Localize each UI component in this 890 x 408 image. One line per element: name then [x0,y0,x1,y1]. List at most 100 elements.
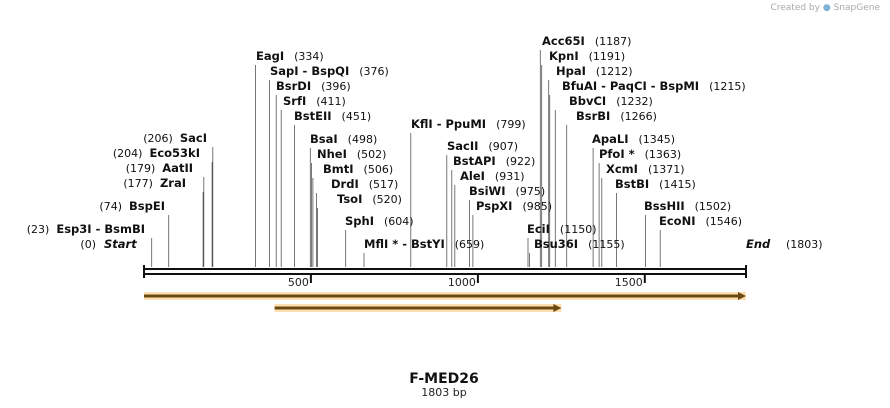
feature-long-line [144,294,740,298]
enzyme-tsoi: TsoI [337,192,362,206]
start-label: Start [104,237,137,251]
features [144,292,746,312]
enzyme-sphi: SphI [345,214,374,228]
enzyme-bsai: BsaI [310,132,338,146]
enzyme-mfli-bstyi-position: (659) [455,238,485,251]
enzyme-bsiwi: BsiWI [469,184,506,198]
enzyme-bsshii: BssHII [644,199,685,213]
backbone-bottom [143,273,747,275]
enzyme-kpni-position: (1191) [589,50,626,63]
enzyme-connectors [151,50,661,267]
enzyme-bfuai-paqci-bspmi: BfuAI - PaqCI - BspMI [562,79,699,93]
enzyme-econi-position: (1546) [705,215,742,228]
enzyme-eagi: EagI [256,49,284,63]
enzyme-acc65i: Acc65I [542,34,585,48]
enzyme-kfli-ppumi: KflI - PpuMI [411,117,486,131]
enzyme-saci: SacI [180,131,207,145]
feature-short-arrow-icon [553,304,562,312]
start-position: (0) [80,238,96,251]
enzyme-bsiwi-position: (975) [516,185,546,198]
credit-prefix: Created by [770,3,820,13]
tick-mark-1000 [476,275,479,283]
enzyme-bsshii-position: (1502) [695,200,732,213]
axis-ticks: 500 1000 1500 [288,275,646,289]
tick-mark-500 [309,275,312,283]
enzyme-bstbi: BstBI [615,177,649,191]
enzyme-srfi: SrfI [283,94,306,108]
enzyme-pfoi-position: (1363) [645,148,682,161]
enzyme-bspei: BspEI [129,199,165,213]
feature-short-line [274,306,556,310]
enzyme-hpai-position: (1212) [596,65,633,78]
snapgene-credit: Created by ● SnapGene [770,3,880,13]
backbone-start-cap [143,265,145,278]
enzyme-sapi-bspqi-position: (376) [359,65,389,78]
enzyme-eco53ki-position: (204) [113,147,143,160]
backbone-top [143,268,747,270]
enzyme-mfli-bstyi: MflI * - BstYI [364,237,445,251]
feature-long-arrow-icon [738,292,746,300]
enzyme-alei: AleI [460,169,485,183]
snapgene-logo-icon: ● [822,3,831,13]
enzyme-bmti-position: (506) [364,163,394,176]
enzyme-bstapi: BstAPI [453,154,496,168]
enzyme-drdi-position: (517) [369,178,399,191]
enzyme-esp3i-bsmbi-position: (23) [27,223,50,236]
enzyme-sapi-bspqi: SapI - BspQI [270,64,349,78]
enzyme-pspxi: PspXI [476,199,512,213]
enzyme-acc65i-position: (1187) [595,35,632,48]
enzyme-drdi: DrdI [331,177,359,191]
backbone-end-cap [745,265,747,278]
enzyme-bspei-position: (74) [99,200,122,213]
enzyme-apali-position: (1345) [639,133,676,146]
enzyme-pfoi: PfoI * [599,147,635,161]
enzyme-ecii-position: (1150) [560,223,597,236]
enzyme-aatii-position: (179) [126,162,156,175]
enzyme-bsu36i: Bsu36I [534,237,578,251]
enzyme-bsteii-position: (451) [342,110,372,123]
enzyme-xcmi-position: (1371) [648,163,685,176]
enzyme-sacii-position: (907) [488,140,518,153]
enzyme-bmti: BmtI [323,162,354,176]
enzyme-bsrdi: BsrDI [276,79,311,93]
enzyme-econi: EcoNI [659,214,695,228]
end-position: (1803) [786,238,823,251]
enzyme-zrai: ZraI [160,176,186,190]
enzyme-apali: ApaLI [592,132,629,146]
tick-label-1500: 1500 [615,276,643,289]
enzyme-bsai-position: (498) [348,133,378,146]
enzyme-sacii: SacII [447,139,478,153]
enzyme-bsrdi-position: (396) [321,80,351,93]
enzyme-sphi-position: (604) [384,215,414,228]
enzyme-tsoi-position: (520) [372,193,402,206]
tick-mark-1500 [643,275,646,283]
enzyme-bbvci-position: (1232) [616,95,653,108]
enzyme-srfi-position: (411) [316,95,346,108]
enzyme-bstbi-position: (1415) [659,178,696,191]
enzyme-zrai-position: (177) [123,177,153,190]
enzyme-hpai: HpaI [556,64,586,78]
enzyme-ecii: EciI [527,222,550,236]
enzyme-bsteii: BstEII [294,109,332,123]
enzyme-pspxi-position: (985) [522,200,552,213]
tick-label-500: 500 [288,276,309,289]
enzyme-labels: Esp3I - BsmBI (23) BspEI (74) ZraI (177) AatII… [27,34,746,251]
enzyme-eagi-position: (334) [294,50,324,63]
plasmid-length: 1803 bp [421,386,466,399]
enzyme-nhei: NheI [317,147,347,161]
enzyme-alei-position: (931) [495,170,525,183]
enzyme-bsrbi: BsrBI [576,109,610,123]
enzyme-nhei-position: (502) [357,148,387,161]
end-label: End [746,237,771,251]
enzyme-bfuai-paqci-bspmi-position: (1215) [709,80,746,93]
enzyme-xcmi: XcmI [606,162,638,176]
enzyme-aatii: AatII [162,161,193,175]
enzyme-bsrbi-position: (1266) [620,110,657,123]
enzyme-kpni: KpnI [549,49,579,63]
plasmid-name: F-MED26 [409,371,479,387]
enzyme-bsu36i-position: (1155) [588,238,625,251]
enzyme-kfli-ppumi-position: (799) [496,118,526,131]
enzyme-bbvci: BbvCI [569,94,606,108]
enzyme-eco53ki: Eco53kI [149,146,200,160]
